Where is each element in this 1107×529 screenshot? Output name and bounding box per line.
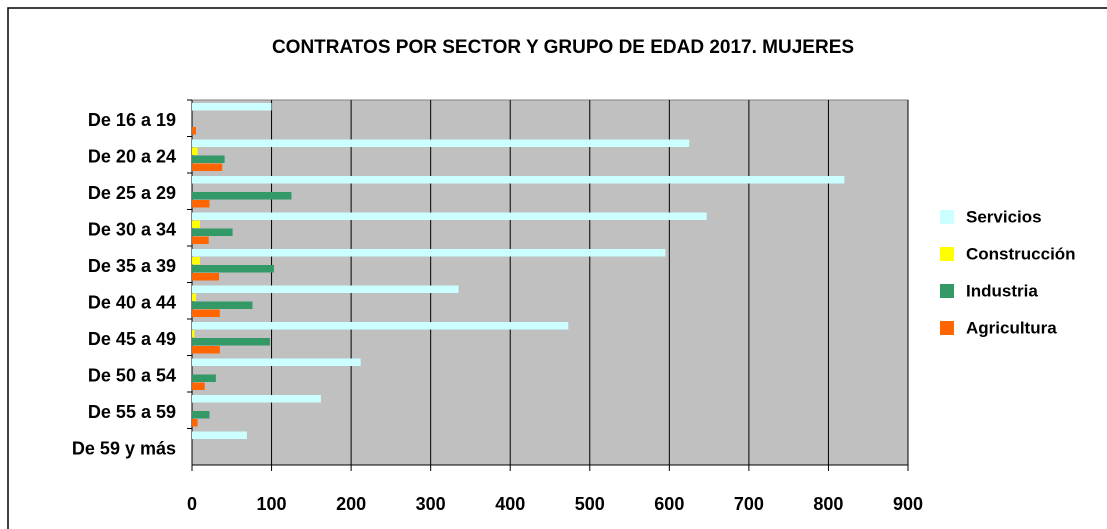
bar bbox=[192, 330, 195, 338]
legend-label: Agricultura bbox=[966, 318, 1057, 337]
bar bbox=[192, 236, 209, 244]
bar bbox=[192, 358, 361, 366]
legend-swatch bbox=[940, 210, 954, 224]
bar bbox=[192, 395, 321, 403]
bar bbox=[192, 103, 272, 111]
bar bbox=[192, 273, 220, 281]
x-tick-label: 900 bbox=[893, 494, 923, 514]
bar bbox=[192, 338, 270, 346]
bar bbox=[192, 285, 459, 293]
x-tick-label: 600 bbox=[654, 494, 684, 514]
y-tick-label: De 59 y más bbox=[72, 439, 176, 459]
bar bbox=[192, 220, 200, 228]
bar bbox=[192, 249, 666, 257]
bar bbox=[192, 139, 690, 147]
y-tick-label: De 16 a 19 bbox=[88, 110, 176, 130]
y-tick-label: De 40 a 44 bbox=[88, 293, 176, 313]
x-tick-label: 300 bbox=[416, 494, 446, 514]
y-tick-label: De 30 a 34 bbox=[88, 220, 176, 240]
legend-label: Industria bbox=[966, 281, 1038, 300]
x-tick-label: 200 bbox=[336, 494, 366, 514]
bar bbox=[192, 411, 210, 419]
bar bbox=[192, 212, 707, 220]
y-tick-label: De 25 a 29 bbox=[88, 183, 176, 203]
y-tick-label: De 55 a 59 bbox=[88, 402, 176, 422]
legend-label: Servicios bbox=[966, 207, 1042, 226]
bar bbox=[192, 176, 845, 184]
x-tick-label: 500 bbox=[575, 494, 605, 514]
x-tick-label: 0 bbox=[187, 494, 197, 514]
y-tick-label: De 20 a 24 bbox=[88, 147, 176, 167]
bar bbox=[192, 374, 216, 382]
y-tick-label: De 45 a 49 bbox=[88, 329, 176, 349]
y-tick-label: De 35 a 39 bbox=[88, 256, 176, 276]
bar bbox=[192, 431, 247, 439]
x-tick-label: 700 bbox=[734, 494, 764, 514]
bar bbox=[192, 265, 274, 273]
bar bbox=[192, 322, 569, 330]
bar bbox=[192, 419, 198, 427]
bar bbox=[192, 147, 198, 155]
bar bbox=[192, 382, 205, 390]
x-tick-label: 800 bbox=[813, 494, 843, 514]
bar bbox=[192, 192, 292, 200]
bar bbox=[192, 155, 225, 163]
legend-swatch bbox=[940, 247, 954, 261]
legend-swatch bbox=[940, 321, 954, 335]
bar bbox=[192, 200, 210, 208]
legend-swatch bbox=[940, 284, 954, 298]
bar bbox=[192, 163, 223, 171]
bar bbox=[192, 127, 196, 135]
chart-title: CONTRATOS POR SECTOR Y GRUPO DE EDAD 201… bbox=[272, 37, 854, 58]
bar bbox=[192, 257, 200, 265]
bar bbox=[192, 228, 233, 236]
x-tick-label: 100 bbox=[257, 494, 287, 514]
bar bbox=[192, 301, 253, 309]
legend-label: Construcción bbox=[966, 244, 1076, 263]
bar bbox=[192, 309, 220, 317]
bar bbox=[192, 293, 196, 301]
bar bbox=[192, 346, 220, 354]
plot-area bbox=[191, 99, 909, 466]
y-tick-label: De 50 a 54 bbox=[88, 366, 176, 386]
x-tick-label: 400 bbox=[495, 494, 525, 514]
